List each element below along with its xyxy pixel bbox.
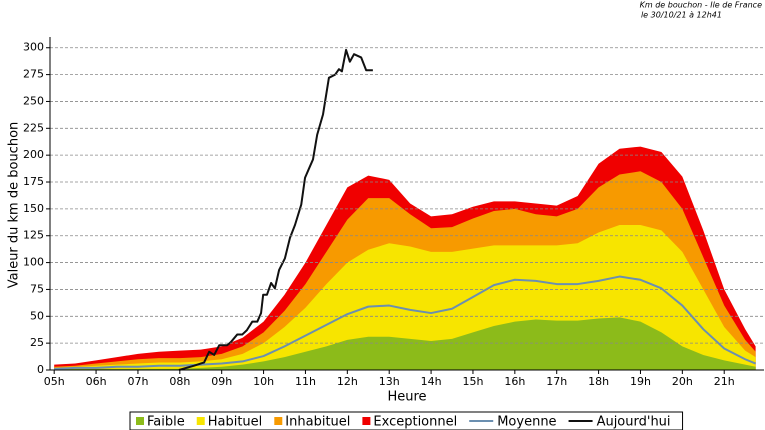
- x-tick-label: 08h: [169, 375, 190, 388]
- x-tick-label: 12h: [337, 375, 358, 388]
- legend-marker: [196, 417, 205, 425]
- y-tick-label: 0: [37, 363, 44, 376]
- x-tick-label: 21h: [714, 375, 735, 388]
- legend-label: Exceptionnel: [373, 415, 457, 430]
- y-tick-label: 75: [30, 282, 44, 295]
- x-tick-label: 10h: [253, 375, 274, 388]
- y-tick-label: 175: [23, 175, 44, 188]
- y-tick-label: 100: [23, 256, 44, 269]
- legend-label: Faible: [147, 415, 185, 430]
- area: [54, 317, 756, 370]
- legend: Faible Habituel Inhabituel Exceptionnel Moye…: [129, 411, 684, 430]
- plot-area: [54, 48, 757, 371]
- x-tick-label: 05h: [44, 375, 65, 388]
- x-tick-label: 09h: [211, 375, 232, 388]
- x-tick-label: 15h: [462, 375, 483, 388]
- y-tick-label: 25: [30, 336, 44, 349]
- y-tick-label: 50: [30, 309, 44, 322]
- legend-marker: [136, 417, 144, 425]
- x-tick-label: 18h: [588, 375, 609, 388]
- legend-box: [129, 411, 684, 430]
- line: [54, 275, 757, 370]
- y-tick-label: 125: [23, 229, 44, 242]
- x-tick-label: 13h: [379, 375, 400, 388]
- y-tick-label: 275: [23, 68, 44, 81]
- y-tick-label: 225: [23, 121, 44, 134]
- legend-marker: [362, 417, 371, 425]
- x-tick-label: 11h: [295, 375, 316, 388]
- chart-subtitle: le 30/10/21 à 12h41: [641, 11, 722, 20]
- y-tick-label: 150: [23, 202, 44, 215]
- y-tick-label: 300: [23, 41, 44, 54]
- y-tick-label: 250: [23, 94, 44, 107]
- legend-marker: [274, 417, 283, 425]
- x-tick-label: 20h: [672, 375, 693, 388]
- legend-label: Inhabituel: [285, 415, 350, 430]
- legend-label: Moyenne: [497, 415, 556, 430]
- x-tick-label: 17h: [546, 375, 567, 388]
- x-tick-label: 19h: [630, 375, 651, 388]
- legend-label: Aujourd'hui: [597, 415, 671, 430]
- x-tick-label: 14h: [421, 375, 442, 388]
- legend-label: Habituel: [208, 415, 263, 430]
- grid: [50, 47, 764, 371]
- x-axis-label: Heure: [387, 390, 426, 405]
- y-tick-label: 200: [23, 148, 44, 161]
- x-tick-label: 06h: [86, 375, 107, 388]
- chart-title: Km de bouchon - Ile de France: [640, 1, 762, 10]
- y-axis-label: Valeur du km de bouchon: [7, 122, 22, 289]
- line: [178, 48, 373, 371]
- x-tick-label: 07h: [127, 375, 148, 388]
- x-tick-label: 16h: [504, 375, 525, 388]
